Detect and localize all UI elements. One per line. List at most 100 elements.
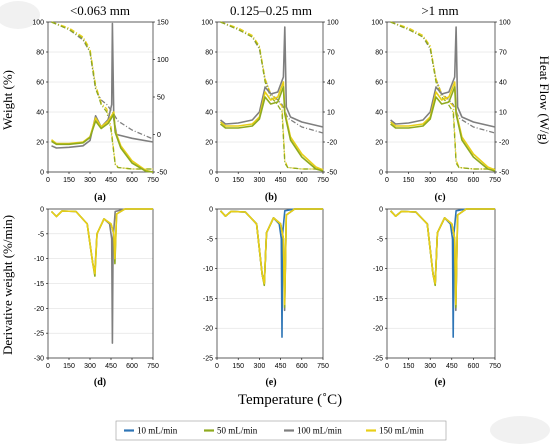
series-line-weight-1 [220,21,324,134]
x-tick-label: 150 [232,177,244,184]
legend-label-10: 10 mL/min [137,426,178,436]
x-tick-label: 0 [46,363,50,370]
y-tick-label: -10 [373,266,383,273]
series-line-weight-1 [51,21,154,140]
y-tick-label: -25 [373,356,383,363]
y2-tick-label: 10 [327,110,335,117]
y2-tick-label: 150 [157,20,169,27]
y-right-top-label: Heat Flow (W/g) [537,56,550,145]
y-tick-label: 0 [379,207,383,214]
y-tick-label: 0 [209,207,213,214]
series-line-heat_flow-4 [390,26,496,128]
x-tick-label: 300 [424,363,436,370]
legend-label-150: 150 mL/min [379,426,424,436]
y-tick-label: 0 [40,170,44,177]
series-line-heat_flow-4 [51,22,154,149]
legend-box [115,420,447,441]
series-line-dtg-1 [50,208,153,344]
x-tick-label: 600 [296,177,308,184]
panel-letter-e1: (e) [265,377,276,388]
y2-tick-label: 10 [499,110,507,117]
y-tick-label: 80 [36,50,44,57]
y2-tick-label: -50 [157,170,167,177]
title-panel-b: 0.125–0.25 mm [230,3,312,18]
y2-tick-label: -20 [327,140,337,147]
panel-5: 0-5-10-15-20-250 150 300 450 600 750 [203,207,329,371]
series-line-heat_flow-6 [51,113,154,173]
legend-label-100: 100 mL/min [297,426,342,436]
y-tick-label: -25 [34,331,44,338]
series-line-dtg-2 [390,208,495,312]
series-line-weight-2 [390,21,495,170]
x-tick-label: 750 [317,363,329,370]
y-tick-label: -20 [203,326,213,333]
y-tick-label: 20 [375,140,383,147]
y-tick-label: 100 [201,20,213,27]
y-tick-label: -5 [377,236,383,243]
y-tick-label: 60 [205,80,213,87]
y-tick-label: -25 [203,356,213,363]
plot-frame [216,208,324,359]
x-tick-label: 750 [147,363,159,370]
x-tick-label: 0 [385,177,389,184]
panel-letter-a: (a) [94,192,106,203]
x-tick-label: 750 [489,363,501,370]
x-tick-label: 600 [126,363,138,370]
panel-1: 0 20 40 60 80 100 0 150 300 450 600 750-50 0 50 100 150 [32,20,168,185]
y2-tick-label: 100 [327,20,339,27]
x-tick-label: 750 [489,177,501,184]
y2-tick-label: 100 [157,57,169,64]
y-tick-label: -15 [203,296,213,303]
y2-tick-label: 40 [327,80,335,87]
panel-2: 0 20 40 60 80 100 0 150 300 450 600 750-50 -20 10 40 70… [201,20,338,185]
title-panel-a: <0.063 mm [70,3,130,18]
x-tick-label: 150 [403,177,415,184]
y-tick-label: 60 [375,80,383,87]
series-line-dtg-4 [219,208,323,306]
series-line-dtg-1 [390,208,495,338]
plot-frame [47,21,154,173]
panel-3: 0 20 40 60 80 100 0 150 300 450 600 750-50 -20 10 40 70… [371,20,510,185]
y-tick-label: 100 [371,20,383,27]
x-tick-label: 600 [296,363,308,370]
series-line-dtg-4 [390,208,495,306]
panel-6: 0-5-10-15-20-250 150 300 450 600 750 [373,207,501,371]
series-line-dtg-2 [219,208,323,312]
x-tick-label: 300 [424,177,436,184]
x-tick-label: 0 [215,363,219,370]
plot-frame [47,208,154,359]
y2-tick-label: 40 [499,80,507,87]
x-tick-label: 600 [468,177,480,184]
series-line-weight-3 [390,21,495,170]
y2-tick-label: 100 [499,20,511,27]
x-tick-label: 600 [468,363,480,370]
legend: 10 mL/min 50 mL/min 100 mL/min 150 mL/mi… [115,420,447,441]
series-line-weight-1 [390,21,496,134]
y-left-bottom-label: Derivative weight (%/min) [0,215,15,355]
x-tick-label: 750 [147,177,159,184]
series-line-heat_flow-5 [220,81,324,171]
y2-tick-label: 70 [499,50,507,57]
legend-label-50: 50 mL/min [217,426,258,436]
y-tick-label: 40 [36,110,44,117]
panel-letter-b: (b) [265,192,277,203]
y-tick-label: 0 [209,170,213,177]
x-tick-label: 750 [317,177,329,184]
title-panel-c: >1 mm [421,3,458,18]
x-tick-label: 300 [84,177,96,184]
y-tick-label: -5 [207,236,213,243]
y-tick-label: -30 [34,356,44,363]
y-tick-label: 0 [379,170,383,177]
x-tick-label: 300 [254,363,266,370]
x-tick-label: 0 [385,363,389,370]
y-tick-label: -20 [373,326,383,333]
series-line-dtg-2 [50,208,153,277]
y2-tick-label: -50 [327,170,337,177]
y-tick-label: 100 [32,20,44,27]
y-tick-label: -10 [34,256,44,263]
plot-frame [216,21,324,173]
x-tick-label: 450 [275,363,287,370]
x-tick-label: 300 [84,363,96,370]
